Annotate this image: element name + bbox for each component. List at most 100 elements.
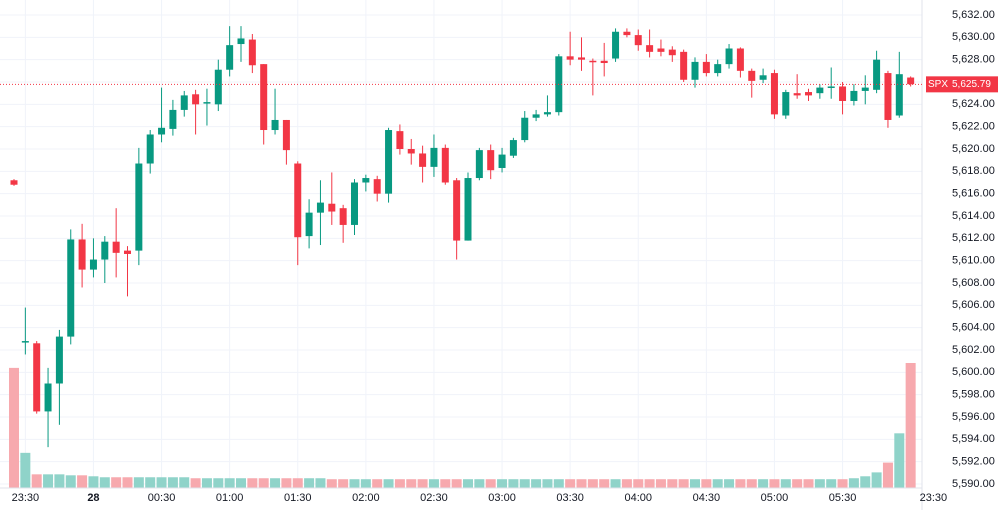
candle-body <box>226 45 234 70</box>
volume-bar <box>43 474 54 488</box>
candle-body <box>668 49 676 56</box>
volume-bar <box>360 479 371 488</box>
volume-bar <box>882 462 893 488</box>
volume-bar <box>20 452 31 488</box>
candle-body <box>21 341 29 343</box>
volume-bar <box>837 479 848 488</box>
volume-bar <box>905 363 916 488</box>
volume-bar <box>769 479 780 488</box>
candle-body <box>498 154 506 168</box>
candle-body <box>385 130 393 194</box>
volume-bar <box>54 474 65 488</box>
candle-body <box>521 117 529 141</box>
volume-bar <box>122 477 133 488</box>
volume-bar <box>111 477 122 488</box>
x-tick-label: 02:30 <box>420 492 448 504</box>
volume-bar <box>31 474 42 488</box>
candle-body <box>135 163 143 251</box>
candle-body <box>124 250 131 254</box>
candle-body <box>702 61 710 74</box>
candle-body <box>736 48 744 71</box>
x-tick-label: 03:00 <box>488 492 516 504</box>
x-tick-label: 02:00 <box>352 492 380 504</box>
x-tick-label: 04:00 <box>624 492 652 504</box>
candle-body <box>453 180 461 241</box>
volume-bar <box>690 479 700 488</box>
candle-body <box>475 150 483 179</box>
candle-body <box>884 73 892 120</box>
grid <box>0 0 922 488</box>
candle-body <box>146 134 154 164</box>
candle-body <box>158 127 166 135</box>
volume-bar <box>508 479 519 488</box>
y-tick-label: 5,620.00 <box>952 143 995 155</box>
volume-bar <box>88 476 99 488</box>
y-tick-label: 5,598.00 <box>952 389 995 401</box>
candle-body <box>33 343 41 412</box>
candle-body <box>362 178 370 183</box>
volume-bar <box>894 433 905 488</box>
candle-body <box>55 336 63 384</box>
candle-body <box>612 31 620 59</box>
volume-bar <box>190 478 201 488</box>
volume-bar <box>349 479 360 488</box>
candle-body <box>532 114 540 118</box>
volume-bar <box>792 479 803 488</box>
candle-body <box>214 69 222 105</box>
volume-bar <box>621 479 632 488</box>
volume-bar <box>145 477 156 488</box>
candle-body <box>169 109 177 129</box>
volume-bar <box>826 479 837 488</box>
candle-body <box>294 163 302 238</box>
candle-body <box>464 178 472 241</box>
candle-body <box>805 92 812 96</box>
candle-body <box>850 90 858 101</box>
volume-bar <box>463 479 473 488</box>
volume-bar <box>372 479 383 488</box>
y-tick-label: 5,596.00 <box>952 411 995 423</box>
candle-body <box>339 208 347 225</box>
x-tick-label: 28 <box>87 492 99 504</box>
x-tick-label: 01:30 <box>284 492 312 504</box>
candle-body <box>10 180 18 185</box>
candle-body <box>282 119 290 151</box>
candle-body <box>67 239 75 337</box>
candle-body <box>407 149 415 154</box>
candle-body <box>260 64 268 131</box>
candle-body <box>180 95 188 110</box>
last-price-label: 5,625.79 <box>952 79 991 90</box>
volume-bar <box>871 472 882 488</box>
volume-pane <box>9 363 916 488</box>
candle-body <box>566 56 574 60</box>
volume-bar <box>440 479 451 488</box>
volume-bar <box>655 479 666 488</box>
y-tick-label: 5,610.00 <box>952 255 995 267</box>
volume-bar <box>315 478 326 488</box>
volume-bar <box>406 479 417 488</box>
volume-bar <box>565 479 576 488</box>
volume-bar <box>519 479 530 488</box>
volume-bar <box>281 478 292 488</box>
candle-body <box>351 182 358 225</box>
volume-bar <box>428 479 439 488</box>
volume-bar <box>485 479 496 488</box>
candle-body <box>725 48 733 65</box>
volume-bar <box>201 478 212 488</box>
volume-bar <box>394 479 405 488</box>
volume-bar <box>531 479 542 488</box>
volume-bar <box>270 478 281 488</box>
volume-bar <box>236 478 246 488</box>
candle-body <box>192 94 200 105</box>
volume-bar <box>258 478 269 488</box>
candle-body <box>248 39 256 66</box>
volume-bar <box>224 478 235 488</box>
volume-bar <box>724 479 735 488</box>
candle-body <box>203 102 211 104</box>
candle-body <box>782 92 790 116</box>
volume-bar <box>746 479 757 488</box>
volume-bar <box>610 479 621 488</box>
y-tick-label: 5,604.00 <box>952 322 995 334</box>
x-tick-label: 23:30 <box>920 492 948 504</box>
candle-body <box>770 73 778 115</box>
y-tick-label: 5,590.00 <box>952 478 995 490</box>
